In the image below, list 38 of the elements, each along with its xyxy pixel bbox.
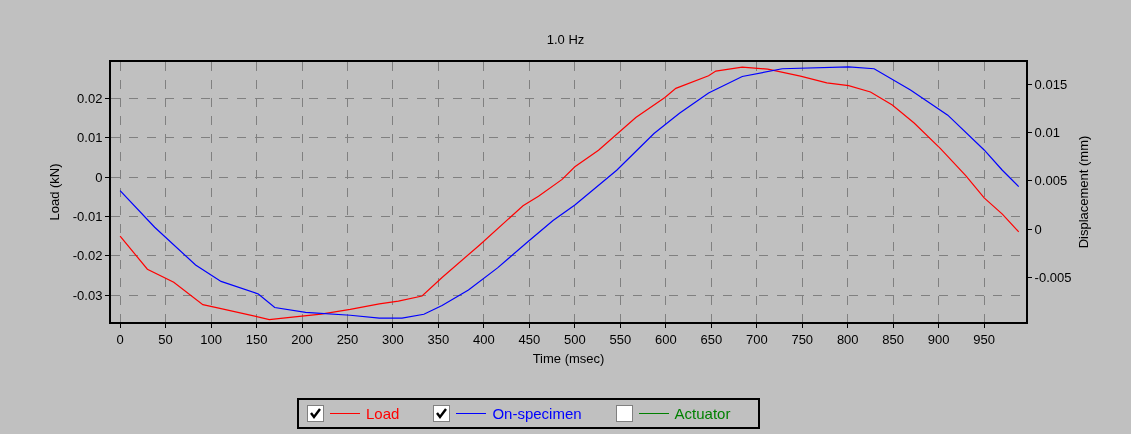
y2-axis-title: Displacement (mm)	[1075, 135, 1091, 249]
y-axis-title: Load (kN)	[47, 163, 63, 221]
x-tick-label: 950	[973, 331, 996, 347]
y-tick-label: -0.02	[72, 248, 103, 264]
y2-tick-label: -0.005	[1034, 270, 1072, 286]
y2-tick-label: 0.015	[1034, 76, 1068, 92]
x-tick-label: 400	[473, 331, 495, 347]
x-tick-label: 150	[245, 331, 268, 347]
x-tick-label: 550	[609, 331, 632, 347]
y-tick-label: -0.03	[72, 287, 103, 303]
x-tick-label: 800	[836, 331, 859, 347]
x-tick-label: 0	[116, 331, 124, 347]
x-tick-label: 750	[791, 331, 814, 347]
x-tick-label: 850	[882, 331, 905, 347]
y2-tick-label: 0	[1034, 221, 1042, 237]
x-tick-label: 350	[427, 331, 450, 347]
y-tick-label: -0.01	[72, 208, 103, 224]
y-tick-label: 0.02	[77, 90, 103, 106]
x-tick-label: 900	[927, 331, 950, 347]
x-tick-label: 650	[700, 331, 723, 347]
x-tick-label: 700	[745, 331, 768, 347]
chart-title: 1.0 Hz	[546, 31, 585, 47]
x-tick-label: 100	[200, 331, 222, 347]
x-tick-label: 50	[158, 331, 173, 347]
x-tick-label: 300	[382, 331, 404, 347]
x-tick-label: 500	[564, 331, 586, 347]
x-tick-label: 600	[654, 331, 677, 347]
x-axis-title: Time (msec)	[532, 350, 605, 366]
legend-label: Load	[366, 405, 400, 422]
x-tick-label: 250	[336, 331, 359, 347]
y-tick-label: 0	[95, 169, 103, 185]
y2-tick-label: 0.005	[1034, 173, 1068, 189]
legend-label: On-specimen	[492, 405, 582, 422]
x-tick-label: 450	[518, 331, 541, 347]
legend-label: Actuator	[674, 405, 731, 422]
y-tick-label: 0.01	[77, 130, 103, 146]
y2-tick-label: 0.01	[1034, 125, 1060, 141]
x-tick-label: 200	[291, 331, 313, 347]
